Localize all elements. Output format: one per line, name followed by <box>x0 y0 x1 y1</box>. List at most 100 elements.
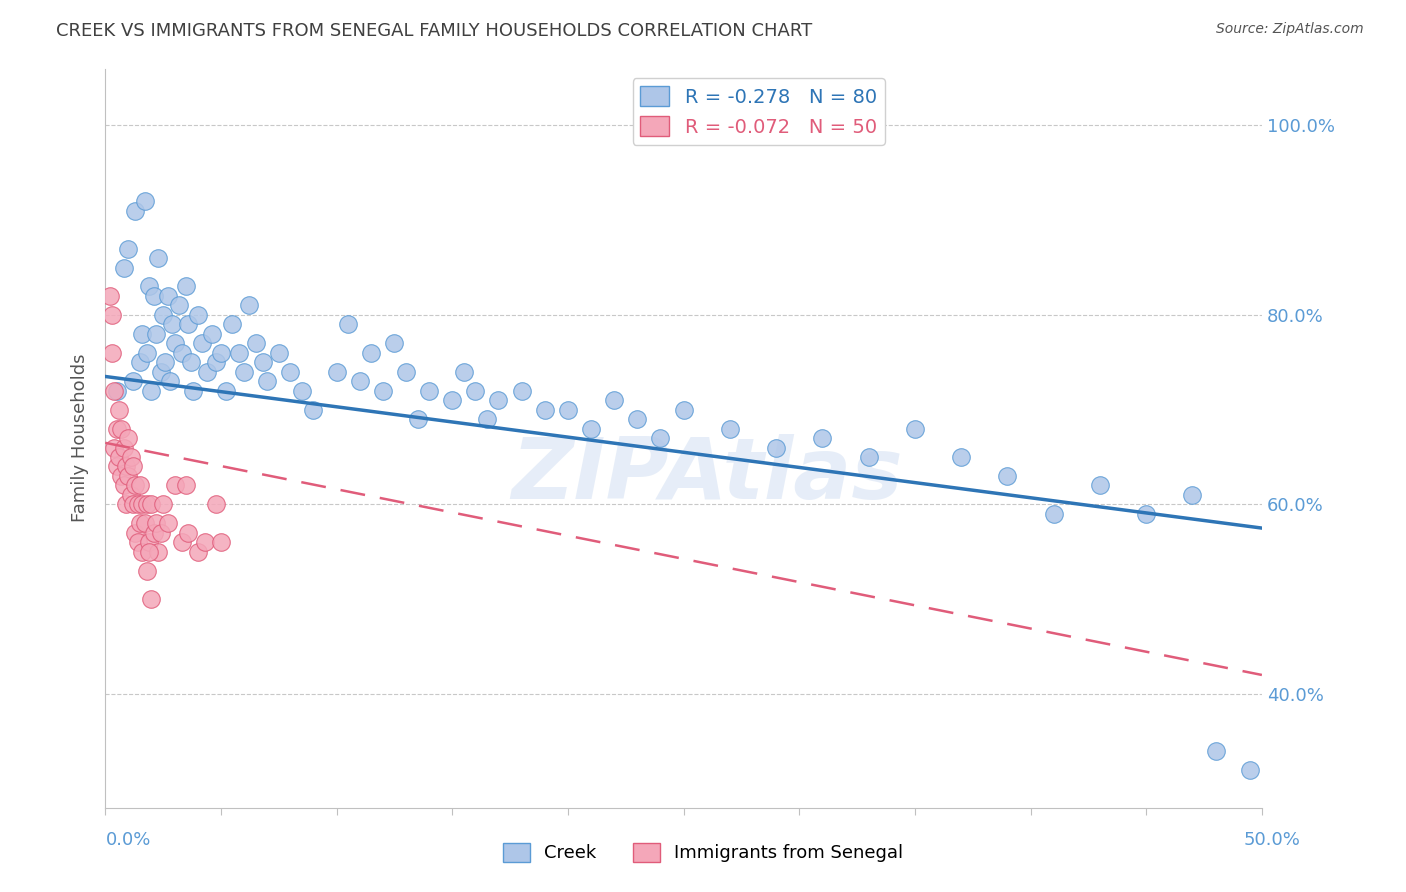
Point <box>149 365 172 379</box>
Point <box>650 431 672 445</box>
Point <box>149 525 172 540</box>
Point <box>117 242 139 256</box>
Point <box>904 421 927 435</box>
Point <box>108 450 131 464</box>
Legend: Creek, Immigrants from Senegal: Creek, Immigrants from Senegal <box>495 836 911 870</box>
Point <box>1042 507 1064 521</box>
Point <box>127 535 149 549</box>
Point <box>159 374 181 388</box>
Point <box>464 384 486 398</box>
Point <box>395 365 418 379</box>
Point <box>209 346 232 360</box>
Text: 0.0%: 0.0% <box>105 831 150 849</box>
Point <box>131 545 153 559</box>
Point <box>152 497 174 511</box>
Point <box>238 298 260 312</box>
Point <box>453 365 475 379</box>
Point <box>170 535 193 549</box>
Point <box>384 336 406 351</box>
Point <box>187 545 209 559</box>
Point <box>170 346 193 360</box>
Legend: R = -0.278   N = 80, R = -0.072   N = 50: R = -0.278 N = 80, R = -0.072 N = 50 <box>633 78 884 145</box>
Point <box>811 431 834 445</box>
Point <box>110 469 132 483</box>
Point <box>765 441 787 455</box>
Point <box>997 469 1019 483</box>
Point <box>122 374 145 388</box>
Point <box>98 289 121 303</box>
Point <box>950 450 973 464</box>
Point <box>110 421 132 435</box>
Point <box>134 194 156 209</box>
Point <box>205 355 228 369</box>
Point <box>672 402 695 417</box>
Point <box>418 384 440 398</box>
Point <box>291 384 314 398</box>
Point <box>228 346 250 360</box>
Point <box>117 431 139 445</box>
Y-axis label: Family Households: Family Households <box>72 354 89 523</box>
Point <box>148 545 170 559</box>
Point <box>134 516 156 531</box>
Point <box>103 441 125 455</box>
Point <box>117 469 139 483</box>
Point <box>135 346 157 360</box>
Point <box>120 450 142 464</box>
Point <box>131 497 153 511</box>
Point <box>124 203 146 218</box>
Point <box>278 365 301 379</box>
Point <box>209 535 232 549</box>
Text: Source: ZipAtlas.com: Source: ZipAtlas.com <box>1216 22 1364 37</box>
Point <box>256 374 278 388</box>
Point <box>349 374 371 388</box>
Point <box>475 412 498 426</box>
Point <box>177 525 200 540</box>
Point <box>1088 478 1111 492</box>
Point <box>138 545 160 559</box>
Point <box>245 336 267 351</box>
Point <box>233 365 256 379</box>
Point <box>533 402 555 417</box>
Point <box>129 478 152 492</box>
Point <box>187 308 209 322</box>
Point <box>510 384 533 398</box>
Point <box>156 516 179 531</box>
Point <box>205 497 228 511</box>
Point <box>155 355 177 369</box>
Point <box>124 525 146 540</box>
Point <box>152 308 174 322</box>
Text: 50.0%: 50.0% <box>1244 831 1301 849</box>
Point <box>112 478 135 492</box>
Point <box>101 346 124 360</box>
Point <box>579 421 602 435</box>
Point <box>603 393 626 408</box>
Point <box>112 441 135 455</box>
Point <box>148 251 170 265</box>
Point <box>129 355 152 369</box>
Point <box>131 326 153 341</box>
Point <box>557 402 579 417</box>
Point <box>488 393 510 408</box>
Point <box>129 516 152 531</box>
Point <box>124 478 146 492</box>
Point <box>858 450 880 464</box>
Point <box>145 326 167 341</box>
Point <box>174 279 197 293</box>
Point <box>112 260 135 275</box>
Point <box>135 564 157 578</box>
Point <box>191 336 214 351</box>
Point <box>181 384 204 398</box>
Point <box>145 516 167 531</box>
Text: ZIPAtlas: ZIPAtlas <box>510 434 903 516</box>
Point <box>103 384 125 398</box>
Point <box>127 497 149 511</box>
Point <box>194 535 217 549</box>
Point <box>177 318 200 332</box>
Point <box>221 318 243 332</box>
Point <box>252 355 274 369</box>
Point <box>174 478 197 492</box>
Point <box>195 365 218 379</box>
Point <box>138 535 160 549</box>
Point <box>325 365 347 379</box>
Point <box>101 308 124 322</box>
